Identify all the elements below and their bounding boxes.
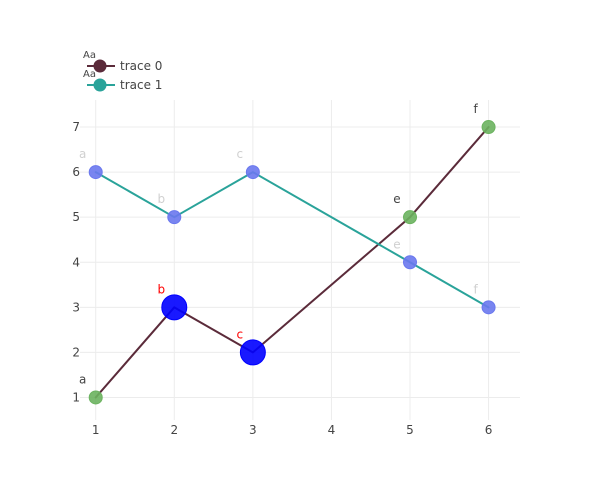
data-point-marker[interactable] — [245, 165, 260, 180]
y-tick-label: 7 — [72, 120, 80, 134]
legend-swatch-text: Aa — [83, 69, 96, 80]
x-tick-label: 5 — [406, 423, 414, 437]
data-point-marker[interactable] — [403, 210, 417, 225]
data-point-label: a — [79, 147, 86, 161]
data-point-marker[interactable] — [481, 120, 496, 135]
data-point-label: e — [393, 237, 400, 251]
data-point-marker[interactable] — [88, 390, 103, 405]
data-point-label: c — [237, 147, 244, 161]
x-tick-label: 1 — [92, 423, 100, 437]
legend-label: trace 0 — [120, 59, 162, 73]
y-tick-label: 4 — [72, 255, 80, 269]
data-point-label: b — [157, 282, 165, 296]
grid-layer — [80, 100, 520, 420]
legend-label: trace 1 — [120, 78, 162, 92]
y-tick-label: 5 — [72, 210, 80, 224]
x-tick-label: 6 — [485, 423, 493, 437]
data-point-label: f — [473, 282, 478, 296]
data-point-label: f — [473, 102, 478, 116]
data-point-marker[interactable] — [161, 294, 188, 321]
legend-item-trace-0[interactable]: Aa trace 0 — [83, 50, 162, 73]
x-tick-label: 4 — [328, 423, 336, 437]
axes-layer: 1 2 3 4 5 6 1 2 3 4 5 6 7 — [72, 120, 492, 437]
data-point-marker[interactable] — [481, 300, 496, 315]
legend-swatch-text: Aa — [83, 50, 96, 61]
legend-item-trace-1[interactable]: Aa trace 1 — [83, 69, 162, 92]
data-point-marker[interactable] — [403, 255, 417, 270]
y-tick-label: 2 — [72, 345, 80, 359]
data-point-marker[interactable] — [167, 210, 182, 225]
point-labels-layer: a b c e f a b c e f — [79, 102, 478, 386]
series-line-trace-1 — [94, 171, 490, 309]
legend-marker-1 — [93, 78, 107, 92]
data-point-label: e — [393, 192, 400, 206]
x-tick-label: 3 — [249, 423, 257, 437]
y-tick-label: 6 — [72, 165, 80, 179]
data-point-label: c — [237, 327, 244, 341]
legend-marker-0 — [93, 59, 107, 73]
data-point-label: a — [79, 372, 86, 386]
data-point-marker[interactable] — [239, 339, 266, 366]
series-markers-layer — [88, 120, 496, 405]
y-tick-label: 3 — [72, 300, 80, 314]
data-point-label: b — [157, 192, 165, 206]
y-tick-label: 1 — [72, 390, 80, 404]
x-tick-label: 2 — [170, 423, 178, 437]
legend[interactable]: Aa trace 0 Aa trace 1 — [83, 50, 162, 92]
data-point-marker[interactable] — [88, 165, 103, 180]
